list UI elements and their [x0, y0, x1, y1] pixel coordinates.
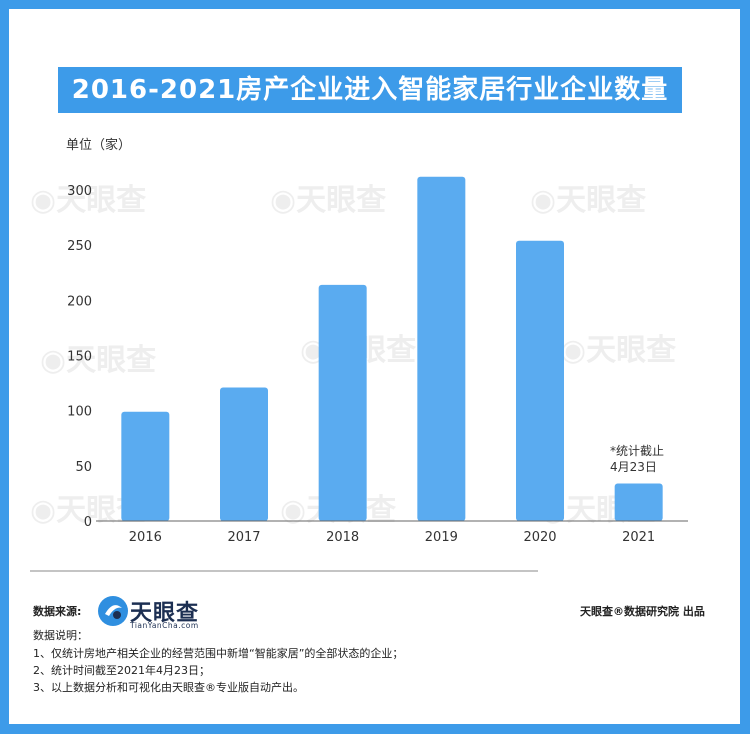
x-tick-label: 2021	[622, 530, 655, 545]
unit-label: 单位（家）	[66, 137, 131, 153]
y-tick-label: 300	[67, 184, 92, 199]
watermark-logo: ◉天眼查	[530, 183, 647, 218]
explain-title: 数据说明：	[33, 629, 88, 642]
credit-text: 天眼查®数据研究院 出品	[580, 605, 705, 618]
x-tick-label: 2016	[129, 530, 162, 545]
watermark-logo: ◉天眼查	[270, 183, 387, 218]
x-tick-label: 2019	[425, 530, 458, 545]
x-tick-label: 2020	[523, 530, 556, 545]
bar-2021	[614, 483, 663, 521]
logo-subtitle: TianYanCha.com	[130, 621, 199, 630]
logo-icon	[98, 596, 128, 626]
x-tick-label: 2018	[326, 530, 359, 545]
note-line-1: *统计截止	[610, 444, 664, 458]
explain-line-3: 3、以上数据分析和可视化由天眼查®专业版自动产出。	[33, 681, 304, 694]
bar-2017	[220, 387, 268, 521]
x-tick-label: 2017	[227, 530, 260, 545]
y-tick-label: 100	[67, 405, 92, 420]
logo-name: 天眼查	[130, 601, 200, 626]
explain-line-1: 1、仅统计房地产相关企业的经营范围中新增“智能家居”的全部状态的企业；	[33, 647, 404, 660]
y-tick-label: 250	[67, 239, 92, 254]
explain-line-2: 2、统计时间截至2021年4月23日；	[33, 664, 210, 677]
bar-2019	[417, 176, 466, 521]
bar-2020	[516, 240, 564, 521]
bar-2018	[318, 284, 367, 521]
card	[9, 9, 740, 724]
source-label: 数据来源:	[33, 605, 82, 618]
y-tick-label: 0	[84, 515, 92, 530]
watermark-logo: ◉天眼查	[30, 183, 147, 218]
bar-2016	[121, 411, 170, 521]
chart-title: 2016-2021房产企业进入智能家居行业企业数量	[58, 67, 682, 113]
note-line-2: 4月23日	[610, 460, 657, 474]
watermark-logo: ◉天眼查	[40, 343, 157, 378]
y-tick-label: 150	[67, 350, 92, 365]
watermark-logo: ◉天眼查	[560, 333, 677, 368]
y-tick-label: 200	[67, 294, 92, 309]
y-tick-label: 50	[75, 460, 92, 475]
